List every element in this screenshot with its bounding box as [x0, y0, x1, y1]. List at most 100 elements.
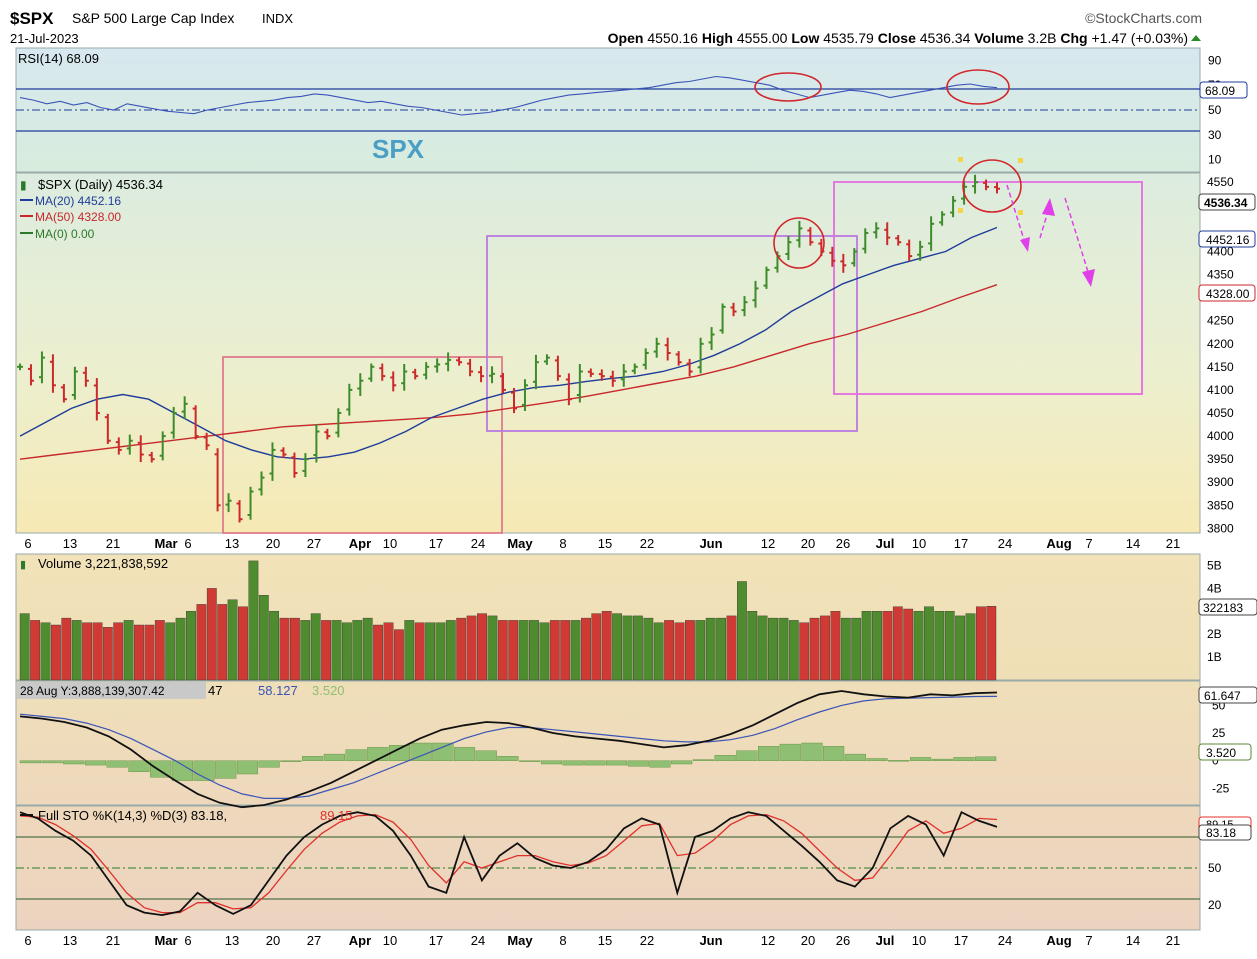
consolidation-box-red — [222, 356, 503, 534]
macd-histogram-bar — [758, 746, 780, 761]
volume-bar — [861, 611, 872, 681]
volume-bar — [40, 622, 51, 681]
volume-bar — [757, 615, 768, 681]
exchange-label: INDX — [262, 11, 293, 26]
stockcharts-brand[interactable]: ©StockCharts.com — [1085, 10, 1202, 26]
volume-bar — [768, 617, 778, 681]
macd-histogram-bar — [345, 749, 367, 761]
volume-bar — [92, 622, 103, 681]
x-axis-label: 13 — [63, 536, 77, 551]
volume-bar — [300, 620, 311, 681]
chart-header: $SPX S&P 500 Large Cap Index INDX 21-Jul… — [10, 9, 1202, 46]
volume-bar — [685, 620, 695, 681]
volume-bar — [601, 611, 612, 681]
macd-histogram-bar — [475, 750, 497, 761]
volume-bar — [331, 620, 342, 681]
chg-value: +1.47 (+0.03%) — [1091, 30, 1188, 46]
volume-bar — [82, 622, 93, 681]
volume-bar — [196, 604, 207, 681]
x-axis-label: 6 — [24, 536, 31, 551]
volume-bar — [290, 617, 300, 681]
x-axis-label: 17 — [954, 933, 968, 948]
close-value: 4536.34 — [920, 30, 971, 46]
x-axis-label: 22 — [640, 536, 654, 551]
volume-bar — [279, 617, 290, 681]
volume-bar — [373, 624, 383, 681]
price-tick-label: 4250 — [1207, 314, 1234, 328]
open-value: 4550.16 — [647, 30, 698, 46]
crosshair-tooltip-text: 28 Aug Y:3,888,139,307.42 — [20, 684, 165, 698]
handle-marker[interactable] — [958, 157, 963, 162]
macd-panel — [15, 680, 1201, 806]
low-value: 4535.79 — [823, 30, 874, 46]
volume-bar — [529, 620, 539, 681]
volume-bar — [549, 620, 560, 681]
ma20-line — [19, 226, 998, 460]
macd-histogram-bar — [584, 760, 606, 766]
macd-hist-tag-text: 3.520 — [1206, 746, 1236, 760]
x-axis-label: 6 — [24, 933, 31, 948]
volume-legend: Volume 3,221,838,592 — [38, 556, 168, 571]
volume-bar — [570, 620, 581, 681]
volume-bar — [134, 624, 144, 681]
volume-bar — [976, 606, 986, 681]
volume-bar — [788, 620, 799, 681]
handle-marker[interactable] — [1018, 210, 1023, 215]
price-peak-circle-2 — [962, 159, 1022, 213]
macd-histogram-bar — [171, 760, 193, 781]
volume-bar — [466, 615, 477, 681]
macd-histogram-bar — [692, 759, 714, 761]
rsi-ticks: 9070503010 — [1208, 53, 1222, 166]
volume-bar — [383, 622, 394, 681]
sto-d-line — [19, 814, 998, 914]
macd-hist-tag — [1198, 743, 1252, 761]
macd-tick-label: -25 — [1212, 781, 1230, 795]
macd-histogram-bar — [280, 760, 302, 763]
volume-bar — [258, 595, 269, 681]
macd-hist-value: 3.520 — [312, 683, 345, 698]
volume-bar — [414, 622, 425, 681]
price-tick-label: 3800 — [1207, 521, 1234, 535]
volume-label: Volume — [974, 30, 1024, 46]
volume-bar — [716, 617, 727, 681]
handle-marker[interactable] — [1018, 158, 1023, 163]
macd-signal-value: 58.127 — [258, 683, 298, 698]
x-axis-bottom: 6 13 21 Mar 6 13 20 27 Apr 10 17 24 May 8 15 22 Jun 12 20 2… — [24, 933, 1180, 948]
rsi-tick-label: 90 — [1208, 53, 1222, 67]
price-tick-label: 4200 — [1207, 337, 1234, 351]
x-axis-label: 7 — [1085, 536, 1092, 551]
volume-bar — [362, 617, 373, 681]
chart-date: 21-Jul-2023 — [10, 31, 79, 46]
macd-histogram-bar — [41, 760, 63, 764]
price-bars — [17, 174, 1000, 523]
ma20-value-tag-text: 4452.16 — [1206, 233, 1250, 247]
crosshair-tooltip — [17, 682, 206, 699]
volume-bar — [113, 622, 124, 681]
volume-bar — [404, 620, 415, 681]
sto-k-tag-text: 83.18 — [1206, 826, 1236, 840]
volume-bar — [643, 617, 654, 681]
volume-bar — [19, 613, 30, 681]
macd-histogram-bar — [106, 760, 128, 768]
rsi-tick-label: 50 — [1208, 103, 1222, 117]
price-tick-label: 4000 — [1207, 429, 1234, 443]
macd-histogram-bar — [540, 760, 562, 765]
macd-histogram-bar — [910, 757, 932, 761]
volume-bar — [497, 620, 508, 681]
volume-bar — [227, 599, 238, 681]
volume-value-tag — [1198, 598, 1257, 616]
arrowhead-icon — [1020, 237, 1030, 252]
x-axis-label: Mar — [154, 933, 177, 948]
x-axis-top: 6 13 21 Mar 6 13 20 27 Apr 10 17 24 May 8 15 22 Jun 12 20 2… — [24, 536, 1180, 551]
triangle-up-icon — [1191, 35, 1201, 41]
volume-bar — [560, 620, 571, 681]
projection-arrow-down-1 — [1006, 184, 1026, 244]
volume-tick-label: 5B — [1207, 559, 1222, 573]
volume-value: 3.2B — [1028, 30, 1057, 46]
handle-marker[interactable] — [958, 208, 963, 213]
price-ticks: 4550450044004350430042504200415041004050… — [1207, 175, 1234, 535]
volume-bar — [456, 617, 467, 681]
projection-arrow-down-2 — [1064, 197, 1090, 276]
